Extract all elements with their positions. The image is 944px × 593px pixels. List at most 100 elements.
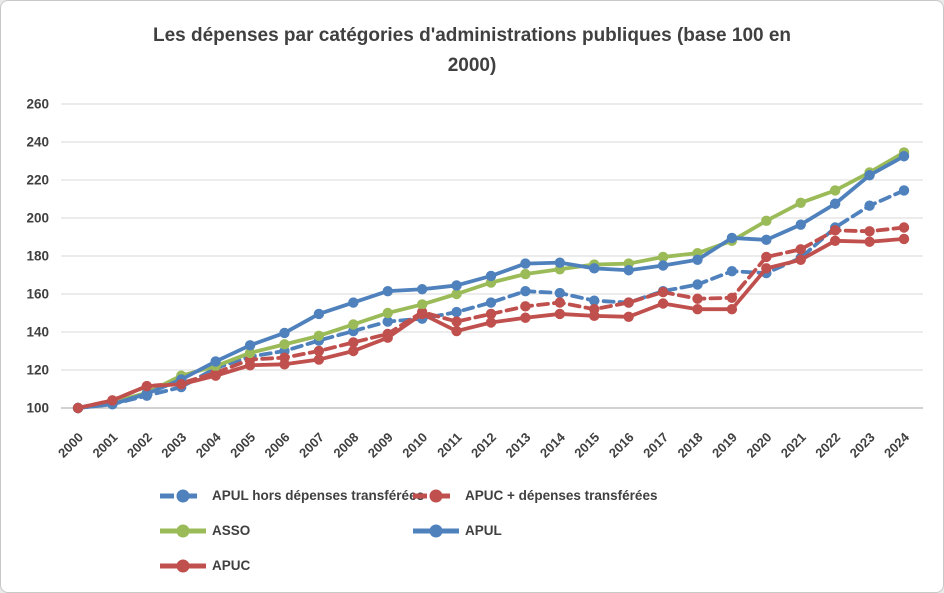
x-tick-label: 2003	[158, 430, 189, 461]
series-marker-4	[898, 233, 910, 245]
series-marker-0	[864, 200, 875, 211]
series-marker-4	[520, 312, 531, 323]
x-tick-label: 2022	[812, 430, 843, 461]
legend-label: APUL hors dépenses transférées	[212, 488, 425, 503]
series-marker-0	[451, 306, 462, 318]
series-marker-4	[313, 354, 325, 365]
legend-dot	[176, 559, 190, 572]
legend-marker-solid-green	[160, 524, 206, 537]
series-marker-1	[348, 337, 359, 348]
series-marker-3	[726, 232, 738, 244]
series-marker-4	[829, 235, 841, 246]
series-marker-0	[520, 285, 531, 297]
y-tick-label: 260	[26, 97, 49, 112]
series-marker-2	[382, 307, 393, 319]
series-marker-2	[829, 185, 841, 196]
x-tick-label: 2004	[193, 429, 225, 461]
x-tick-label: 2001	[89, 430, 120, 461]
x-tick-label: 2016	[606, 430, 637, 461]
series-marker-3	[485, 270, 497, 282]
series-marker-4	[279, 359, 290, 370]
series-marker-1	[451, 316, 462, 327]
series-marker-1	[864, 226, 875, 237]
series-marker-3	[589, 263, 600, 274]
series-marker-3	[657, 260, 669, 271]
legend-label: APUC	[212, 558, 251, 573]
chart-title: Les dépenses par catégories d'administra…	[1, 21, 943, 81]
series-marker-3	[382, 285, 393, 297]
legend-marker-dashed-blue	[160, 489, 206, 502]
series-marker-0	[554, 287, 566, 299]
series-marker-1	[726, 292, 738, 303]
series-marker-3	[692, 254, 703, 265]
series-marker-0	[726, 266, 738, 277]
series-marker-3	[210, 356, 221, 367]
series-marker-2	[416, 299, 428, 310]
legend-dot	[176, 524, 190, 537]
series-marker-3	[313, 308, 325, 320]
chart-title-line-1: Les dépenses par catégories d'administra…	[152, 25, 792, 46]
y-tick-label: 160	[26, 287, 49, 302]
series-marker-4	[416, 308, 428, 320]
series-marker-4	[141, 380, 153, 392]
legend-label: ASSO	[212, 523, 251, 538]
series-marker-1	[623, 297, 634, 308]
series-marker-3	[761, 234, 772, 246]
series-marker-4	[485, 317, 497, 328]
x-tick-label: 2002	[124, 430, 155, 461]
legend-marker-solid-red	[160, 559, 206, 572]
series-marker-2	[451, 288, 462, 300]
x-tick-label: 2010	[399, 430, 430, 461]
series-marker-3	[279, 327, 290, 339]
x-tick-label: 2006	[262, 430, 293, 461]
series-marker-4	[726, 304, 738, 315]
legend-item-apuc-plus-depenses-transferees: APUC + dépenses transférées	[412, 488, 657, 503]
series-marker-0	[692, 279, 703, 290]
series-marker-0	[382, 316, 393, 327]
x-tick-label: 2013	[502, 430, 533, 461]
series-marker-4	[382, 332, 393, 343]
series-marker-4	[244, 360, 256, 371]
series-marker-2	[795, 197, 806, 208]
series-marker-4	[589, 310, 600, 322]
chart-title-line-2: 2000)	[447, 55, 497, 76]
series-marker-2	[657, 251, 669, 263]
x-tick-label: 2009	[365, 430, 396, 461]
x-tick-label: 2018	[675, 430, 706, 461]
series-marker-4	[210, 370, 221, 381]
legend-item-apul-hors-depenses-transferees: APUL hors dépenses transférées	[159, 488, 424, 503]
x-tick-label: 2011	[434, 430, 465, 461]
series-marker-3	[623, 265, 634, 276]
series-marker-4	[554, 308, 566, 320]
legend-label: APUC + dépenses transférées	[465, 488, 658, 503]
series-marker-3	[829, 198, 841, 209]
y-tick-label: 120	[26, 363, 49, 378]
series-marker-4	[176, 379, 187, 390]
series-marker-4	[761, 263, 772, 274]
y-tick-label: 220	[26, 173, 49, 188]
x-tick-label: 2021	[778, 430, 809, 461]
series-marker-1	[520, 301, 531, 312]
series-marker-3	[864, 170, 875, 181]
series-marker-4	[348, 345, 359, 357]
x-tick-label: 2024	[881, 429, 913, 461]
series-marker-1	[485, 308, 497, 320]
series-marker-1	[554, 297, 566, 308]
series-marker-4	[451, 325, 462, 337]
series-marker-3	[898, 151, 910, 162]
series-marker-3	[416, 284, 428, 295]
series-marker-3	[451, 280, 462, 291]
x-tick-label: 2000	[55, 430, 86, 461]
series-marker-2	[348, 319, 359, 330]
legend-dot	[429, 524, 443, 537]
series-marker-1	[657, 286, 669, 298]
series-marker-1	[761, 251, 772, 263]
series-marker-1	[795, 244, 806, 255]
y-tick-label: 200	[26, 211, 49, 226]
series-marker-4	[72, 402, 84, 414]
series-marker-3	[244, 340, 256, 351]
x-tick-label: 2005	[227, 430, 258, 461]
series-marker-1	[313, 345, 325, 357]
series-marker-3	[348, 297, 359, 308]
